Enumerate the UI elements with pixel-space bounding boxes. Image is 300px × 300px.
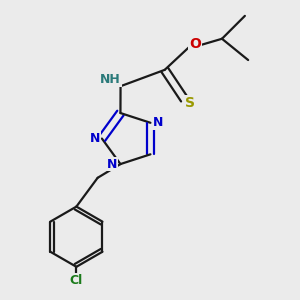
Text: N: N <box>89 132 100 145</box>
Text: O: O <box>189 37 201 51</box>
Text: S: S <box>185 96 195 110</box>
Text: Cl: Cl <box>70 274 83 287</box>
Text: N: N <box>152 116 163 129</box>
Text: NH: NH <box>100 73 121 86</box>
Text: N: N <box>107 158 118 171</box>
